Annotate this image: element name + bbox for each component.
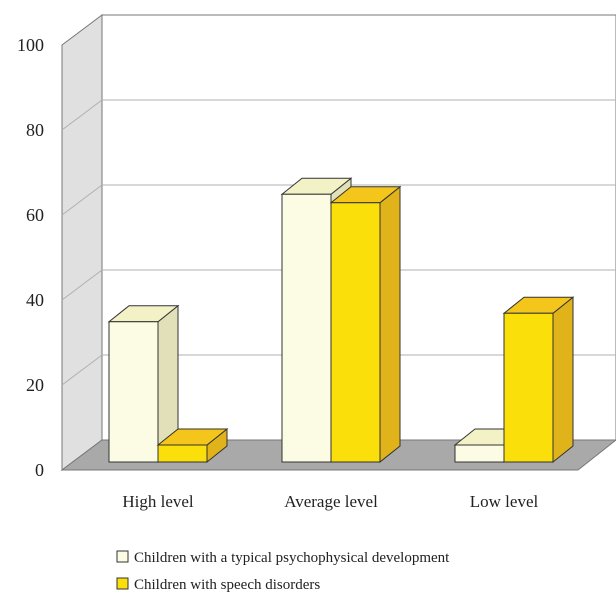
category-label: Average level (284, 492, 378, 511)
y-axis-ticks: 0 20 40 60 80 100 (17, 35, 44, 480)
bar-front (281, 193, 332, 463)
y-tick-label: 60 (26, 205, 44, 225)
bar (502, 296, 575, 464)
legend-label: Children with speech disorders (134, 577, 320, 593)
gridline-side (61, 269, 103, 301)
category-label: High level (122, 492, 194, 511)
y-tick-label: 40 (26, 290, 44, 310)
legend-swatch (116, 550, 129, 563)
x-axis-categories: High level Average level Low level (122, 492, 538, 511)
bar-side (552, 296, 574, 464)
bar-front (330, 202, 381, 463)
side-wall (61, 14, 103, 471)
y-tick-label: 100 (17, 35, 44, 55)
category-label: Low level (470, 492, 539, 511)
bar (107, 304, 180, 464)
gridline-side (61, 184, 103, 216)
gridlines (61, 99, 616, 386)
bar-front (454, 444, 505, 463)
gridline-side (61, 99, 103, 131)
y-tick-label: 0 (35, 460, 44, 480)
legend-item: Children with a typical psychophysical d… (116, 550, 450, 566)
legend-swatch (116, 577, 129, 590)
bars (107, 177, 575, 464)
bar-front (503, 312, 554, 463)
bar-front (157, 444, 208, 463)
legend-label: Children with a typical psychophysical d… (134, 550, 450, 566)
y-tick-label: 80 (26, 120, 44, 140)
legend-item: Children with speech disorders (116, 577, 320, 593)
y-tick-label: 20 (26, 375, 44, 395)
bar (329, 185, 402, 464)
bar (156, 427, 229, 464)
legend: Children with a typical psychophysical d… (116, 550, 450, 593)
gridline-side (61, 354, 103, 386)
bar-front (108, 321, 159, 463)
bar-side (379, 185, 401, 464)
